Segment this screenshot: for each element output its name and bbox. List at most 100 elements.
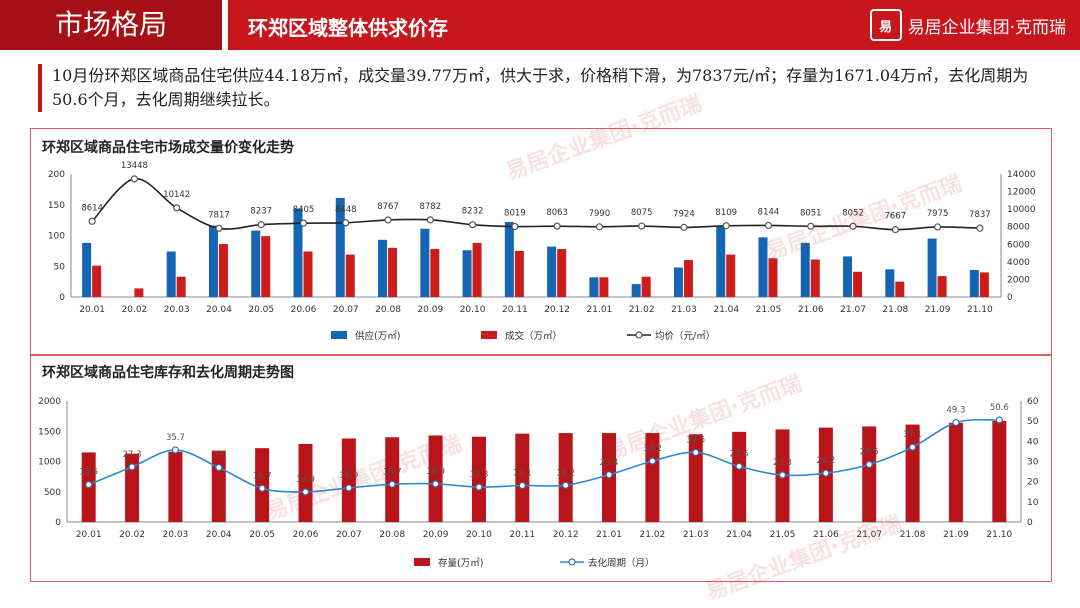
data-label: 7924 — [673, 209, 695, 219]
x-tick-label: 21.07 — [840, 305, 866, 315]
y-tick-label-right: 30 — [1027, 458, 1039, 468]
bar — [558, 433, 573, 522]
series-line — [88, 418, 1000, 493]
bar — [293, 208, 303, 297]
point — [764, 221, 773, 230]
bar — [420, 228, 430, 297]
point — [638, 222, 646, 230]
bar — [853, 271, 863, 297]
data-label: 50.6 — [990, 403, 1009, 413]
bar — [862, 426, 877, 522]
x-tick-label: 20.11 — [502, 305, 528, 315]
point — [952, 418, 960, 427]
bar — [378, 239, 388, 297]
point — [807, 222, 815, 230]
data-label: 37.1 — [903, 430, 922, 440]
data-label: 8109 — [715, 208, 737, 218]
bar — [176, 276, 186, 297]
data-label: 30.2 — [643, 444, 662, 454]
data-label: 8405 — [293, 205, 315, 215]
x-tick-label: 20.11 — [509, 530, 535, 540]
chart-1: 0501001502000200040006000800010000120001… — [48, 161, 1036, 342]
data-label: 17.3 — [469, 470, 488, 480]
bar — [335, 197, 345, 297]
bar — [948, 422, 963, 522]
data-label: 8232 — [462, 207, 484, 217]
x-tick-label: 21.04 — [713, 305, 739, 315]
x-tick-label: 21.06 — [798, 305, 824, 315]
page-subtitle: 环郑区域整体供求价存 — [248, 16, 448, 40]
y-tick-label-right: 40 — [1027, 437, 1039, 447]
data-label: 8237 — [250, 207, 272, 217]
x-tick-label: 21.10 — [967, 305, 993, 315]
chart-2-title: 环郑区域商品住宅库存和去化周期走势图 — [42, 365, 294, 381]
x-tick-label: 21.05 — [770, 530, 796, 540]
point — [171, 446, 180, 454]
point — [468, 221, 477, 229]
legend-label: 供应(万㎡) — [355, 330, 400, 342]
bar — [557, 249, 567, 297]
bar — [599, 277, 609, 297]
point — [299, 219, 308, 227]
data-label: 13448 — [121, 161, 148, 171]
bar — [979, 272, 989, 297]
y-tick-label-right: 10 — [1027, 498, 1039, 508]
point — [976, 224, 984, 232]
y-tick-label-left: 2000 — [38, 397, 61, 407]
bar — [732, 431, 747, 522]
y-tick-label-right: 2000 — [1007, 275, 1030, 285]
x-tick-label: 20.02 — [122, 305, 148, 315]
y-tick-label-left: 0 — [55, 518, 61, 528]
x-tick-label: 20.07 — [336, 530, 362, 540]
bar — [211, 450, 226, 522]
x-tick-label: 20.05 — [249, 530, 275, 540]
bar — [688, 434, 703, 522]
bar — [547, 246, 557, 297]
x-tick-label: 20.03 — [164, 305, 190, 315]
header-separator — [222, 0, 228, 50]
data-label: 8075 — [631, 208, 653, 218]
x-tick-label: 20.06 — [293, 530, 319, 540]
bar — [166, 251, 176, 297]
y-tick-label-left: 1500 — [38, 427, 61, 437]
bar — [726, 254, 736, 297]
logo-text: 易居企业集团·克而瑞 — [907, 17, 1066, 38]
x-tick-label: 20.08 — [375, 305, 401, 315]
y-tick-label-left: 500 — [44, 488, 61, 498]
legend-label: 成交（万㎡） — [505, 330, 562, 342]
data-label: 23.4 — [600, 458, 619, 468]
legend-swatch — [635, 331, 643, 339]
bar — [514, 250, 524, 297]
x-tick-label: 20.09 — [423, 530, 449, 540]
bar — [645, 433, 660, 522]
data-label: 16.9 — [339, 471, 358, 481]
point — [518, 481, 526, 490]
y-tick-label-left: 1000 — [38, 458, 61, 468]
data-label: 18.9 — [426, 467, 445, 477]
bar — [341, 438, 356, 522]
bar — [673, 267, 683, 297]
data-label: 49.3 — [946, 406, 965, 416]
bar — [504, 221, 514, 297]
x-tick-label: 21.07 — [856, 530, 882, 540]
y-tick-label-right: 6000 — [1007, 240, 1030, 250]
bar — [462, 250, 472, 297]
bar — [125, 453, 140, 522]
point — [648, 457, 657, 465]
x-tick-label: 21.09 — [925, 305, 951, 315]
legend-label: 存量(万㎡) — [438, 557, 483, 569]
chart-2: 0 500 1000 1500 2000 0 10 20 30 40 50 60 20.01 20.02 2… — [38, 397, 1039, 569]
data-label: 35.7 — [166, 433, 185, 443]
x-tick-label: 21.01 — [596, 530, 622, 540]
bar — [428, 435, 443, 522]
summary-text: 10月份环郑区域商品住宅供应44.18万㎡，成交量39.77万㎡，供大于求，价格… — [38, 64, 1062, 112]
data-label: 7975 — [927, 209, 949, 219]
x-tick-label: 20.12 — [553, 530, 579, 540]
y-tick-label-right: 60 — [1027, 397, 1039, 407]
point — [735, 462, 743, 470]
y-tick-label-left: 200 — [48, 170, 65, 180]
bar — [631, 284, 641, 297]
chart-panel-1: 0 50 100 150 200 0 2000 4000 6000 8000 10000 12000 1… — [30, 128, 1052, 355]
x-tick-label: 20.09 — [417, 305, 443, 315]
x-tick-label: 21.08 — [900, 530, 926, 540]
